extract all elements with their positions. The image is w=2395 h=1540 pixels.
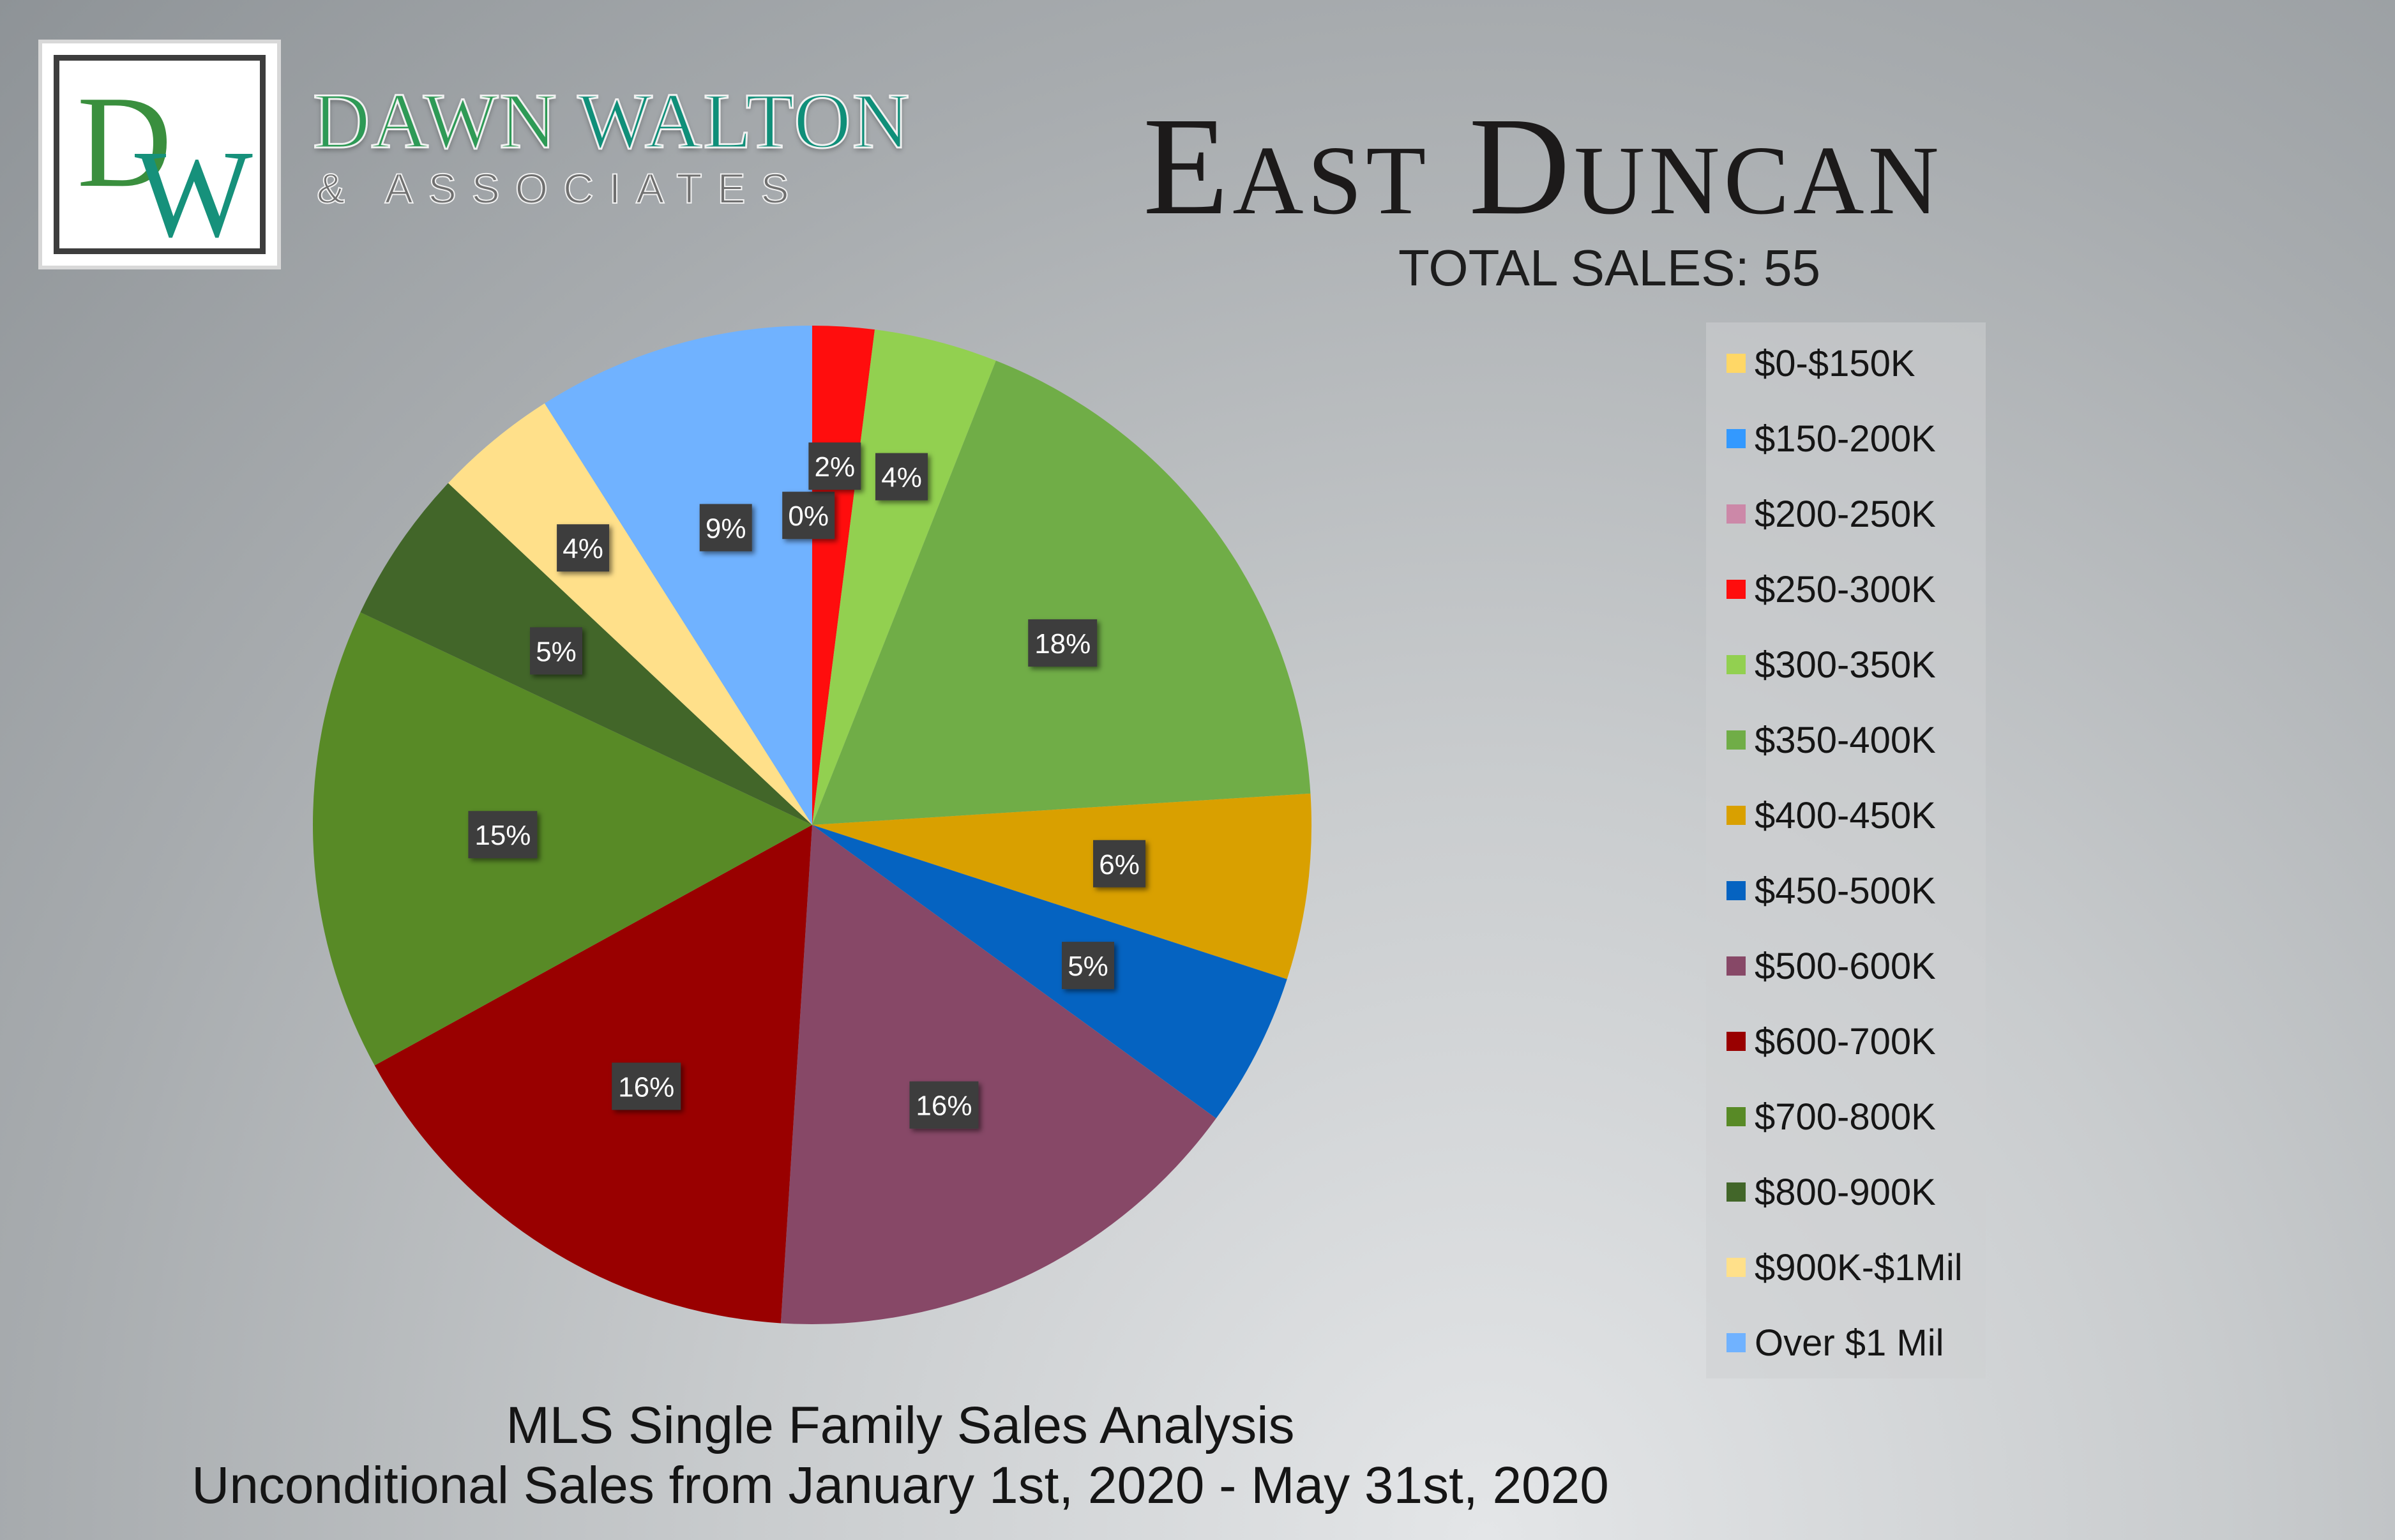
legend-item: $700-800K — [1726, 1091, 1936, 1142]
pie-slice — [544, 326, 812, 825]
monogram-dw: D W — [77, 69, 253, 248]
svg-text:15%: 15% — [474, 820, 531, 851]
svg-text:0%: 0% — [788, 501, 829, 532]
svg-text:2%: 2% — [815, 451, 856, 483]
pie-data-label: 16% — [612, 1062, 681, 1110]
svg-text:6%: 6% — [1099, 849, 1140, 880]
legend-label: $700-800K — [1755, 1096, 1936, 1138]
monogram-frame: D W — [54, 55, 266, 254]
legend-label: $800-900K — [1755, 1171, 1936, 1213]
svg-text:5%: 5% — [1068, 951, 1108, 982]
legend-label: $900K-$1Mil — [1755, 1246, 1963, 1288]
svg-text:5%: 5% — [536, 636, 577, 667]
pie-data-label: 4% — [875, 453, 928, 501]
pie-slice — [360, 483, 812, 825]
footer-line-1: MLS Single Family Sales Analysis — [506, 1396, 1295, 1454]
total-sales: TOTAL SALES: 55 — [1398, 239, 1821, 296]
pie-data-label: 2% — [808, 442, 861, 490]
svg-text:W: W — [135, 125, 253, 248]
legend-label: $200-250K — [1755, 493, 1936, 535]
svg-text:16%: 16% — [916, 1091, 972, 1122]
svg-text:18%: 18% — [1034, 628, 1091, 660]
legend-swatch — [1726, 655, 1746, 674]
legend-swatch — [1726, 580, 1746, 599]
legend-item: $500-600K — [1726, 940, 1936, 992]
legend-swatch — [1726, 354, 1746, 373]
legend-label: $500-600K — [1755, 945, 1936, 987]
legend-item: $0-$150K — [1726, 338, 1915, 389]
legend-swatch — [1726, 881, 1746, 900]
pie-data-label: 16% — [909, 1081, 979, 1129]
legend-swatch — [1726, 730, 1746, 750]
svg-text:9%: 9% — [706, 513, 746, 544]
legend-swatch — [1726, 956, 1746, 976]
legend-item: $350-400K — [1726, 714, 1936, 766]
legend-swatch — [1726, 504, 1746, 524]
pie-slice — [448, 403, 812, 825]
pie-data-label: 4% — [557, 524, 610, 572]
pie-slice — [312, 612, 812, 1066]
legend-swatch — [1726, 1258, 1746, 1277]
pie-data-label: 9% — [699, 504, 752, 552]
pie-slice — [812, 825, 1287, 1119]
legend-item: $200-250K — [1726, 488, 1936, 540]
brand-logo: D W — [38, 40, 281, 269]
legend-label: $300-350K — [1755, 644, 1936, 686]
legend-label: $400-450K — [1755, 794, 1936, 836]
legend-label: $600-700K — [1755, 1020, 1936, 1062]
pie-data-label: 5% — [529, 627, 582, 675]
svg-text:D: D — [77, 69, 172, 215]
legend-label: Over $1 Mil — [1755, 1322, 1944, 1364]
legend-item: $800-900K — [1726, 1166, 1936, 1218]
svg-text:16%: 16% — [618, 1071, 674, 1103]
legend-swatch — [1726, 1107, 1746, 1126]
legend-swatch — [1726, 806, 1746, 825]
pie-slice — [374, 825, 812, 1324]
legend-item: $150-200K — [1726, 413, 1936, 464]
pie-slice — [812, 793, 1311, 979]
legend-swatch — [1726, 1182, 1746, 1202]
pie-slice — [812, 360, 1311, 825]
svg-text:4%: 4% — [563, 533, 603, 564]
legend-label: $450-500K — [1755, 870, 1936, 912]
legend-swatch — [1726, 429, 1746, 448]
legend-label: $150-200K — [1755, 418, 1936, 460]
brand-name: DAWN WALTON — [312, 80, 910, 162]
pie-chart: 0% 2% 4% 18% 6% 5% 16% 16% 15% 5% 4% 9% — [312, 326, 1311, 1324]
pie-data-label: 0% — [782, 492, 835, 540]
chart-legend: $0-$150K $150-200K $200-250K $250-300K $300-… — [1706, 322, 1986, 1378]
legend-item: Over $1 Mil — [1726, 1317, 1944, 1368]
legend-swatch — [1726, 1333, 1746, 1352]
legend-swatch — [1726, 1032, 1746, 1051]
footer-line-2: Unconditional Sales from January 1st, 20… — [192, 1456, 1609, 1514]
legend-item: $900K-$1Mil — [1726, 1242, 1963, 1293]
pie-data-label: 18% — [1028, 619, 1098, 667]
brand-name-first: DAWN — [312, 77, 558, 165]
legend-item: $450-500K — [1726, 865, 1936, 916]
pie-slice — [780, 825, 1216, 1324]
legend-label: $250-300K — [1755, 568, 1936, 610]
legend-item: $250-300K — [1726, 564, 1936, 615]
svg-text:4%: 4% — [881, 462, 922, 494]
pie-data-label: 6% — [1093, 840, 1146, 887]
legend-item: $300-350K — [1726, 639, 1936, 690]
legend-item: $600-700K — [1726, 1016, 1936, 1067]
brand-subtitle: & ASSOCIATES — [316, 165, 805, 212]
pie-data-label: 15% — [468, 811, 538, 859]
page-title: East Duncan — [1143, 88, 1943, 244]
legend-label: $350-400K — [1755, 719, 1936, 761]
legend-item: $400-450K — [1726, 790, 1936, 841]
pie-data-label: 5% — [1061, 942, 1114, 990]
legend-label: $0-$150K — [1755, 342, 1915, 384]
brand-name-second: WALTON — [577, 77, 911, 165]
pie-slice — [812, 329, 996, 825]
